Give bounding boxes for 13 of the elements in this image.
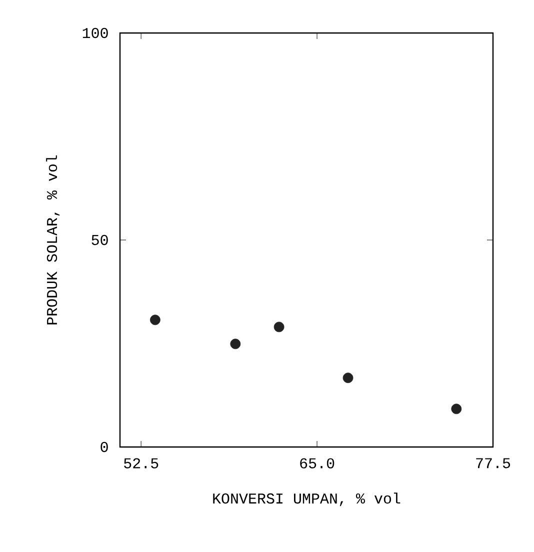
x-tick-label: 52.5: [124, 458, 158, 468]
x-tick-label: 77.5: [476, 458, 510, 468]
y-axis-title: PRODUK SOLAR, % vol: [46, 155, 60, 324]
point: [274, 322, 284, 332]
point: [451, 404, 462, 414]
point: [150, 314, 160, 326]
x-tick-label: 65.0: [300, 458, 334, 468]
point: [230, 338, 241, 350]
y-tick-label: 100: [82, 28, 108, 38]
y-tick-label: 0: [100, 442, 108, 452]
point: [342, 372, 354, 384]
x-axis-title: KONVERSI UMPAN, % vol: [213, 492, 400, 506]
y-tick-label: 50: [92, 234, 108, 246]
